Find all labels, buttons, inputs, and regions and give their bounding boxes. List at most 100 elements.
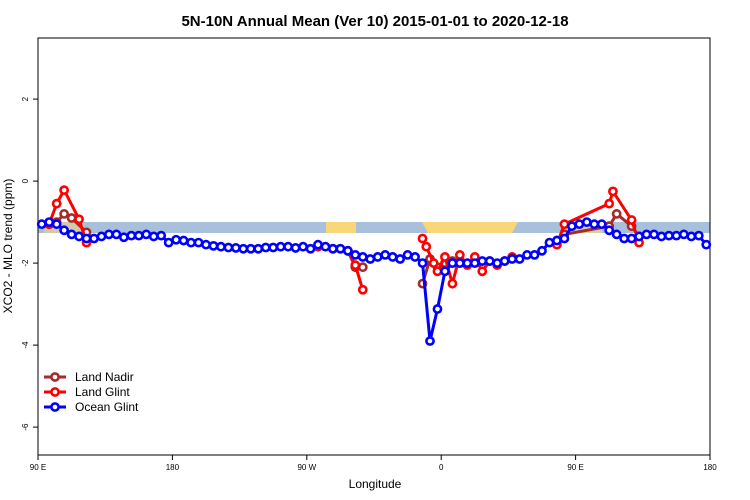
data-point [104,229,114,240]
data-point [328,243,338,254]
data-point [462,258,473,269]
data-point [634,231,644,242]
data-point [44,217,55,228]
legend-marker [50,372,60,382]
data-point [66,213,77,223]
data-point [701,239,712,250]
data-point [395,254,406,264]
data-point [238,243,249,254]
data-point [410,252,420,262]
data-point [544,237,555,248]
data-point [649,229,659,240]
data-point [402,250,413,260]
data-point [178,235,189,246]
data-point [141,229,152,240]
data-point [440,266,450,277]
data-point [552,235,562,246]
y-axis-label: XCO2 - MLO trend (ppm) [1,179,15,314]
data-point [163,237,174,248]
data-point [454,250,465,260]
data-point [432,266,443,277]
data-point [305,243,316,254]
data-point [492,258,503,269]
data-point [59,209,70,219]
data-point [186,237,196,248]
data-point [469,258,480,269]
data-point [245,243,256,254]
y-tick-label: -2 [21,259,30,267]
data-point [428,258,439,269]
data-point [313,239,323,250]
data-point [223,242,234,253]
ocean-strip [38,222,710,233]
data-point [417,233,428,244]
x-tick-label: 90 W [297,463,316,472]
data-point [342,245,353,256]
data-point [357,252,368,262]
data-point [148,231,159,242]
data-point [365,254,376,264]
data-point [66,229,77,240]
x-tick-label: 180 [166,463,180,472]
data-point [74,231,84,242]
data-point [432,304,443,314]
x-axis-label: Longitude [349,477,402,491]
data-point [537,245,547,256]
data-point [51,219,62,230]
data-point [96,231,107,242]
data-point [566,221,577,232]
land-strip [422,222,518,233]
data-point [260,242,271,253]
x-tick-label: 0 [439,463,444,472]
data-point [89,233,99,244]
data-point [350,260,361,271]
data-point [425,336,435,346]
data-point [171,234,182,245]
data-point [208,240,219,251]
data-point [678,229,689,240]
data-point [193,237,204,248]
data-point [477,256,488,266]
x-tick-label: 180 [703,463,717,472]
data-point [454,258,465,269]
data-point [387,252,398,262]
data-point [59,225,70,236]
data-point [275,241,286,252]
data-point [574,219,585,230]
chart-title: 5N-10N Annual Mean (Ver 10) 2015-01-01 t… [181,13,568,30]
data-point [118,232,129,243]
data-point [619,233,630,244]
data-point [51,198,62,209]
y-tick-label: 0 [21,178,30,183]
data-point [447,278,458,289]
legend-label: Ocean Glint [75,400,139,414]
data-point [608,186,618,197]
data-point [559,219,570,230]
data-point [201,239,211,250]
data-point [522,250,532,260]
series-line [41,220,708,342]
data-point [507,254,518,264]
data-point [290,243,301,253]
data-point [81,233,92,244]
data-point [230,243,241,253]
plot-frame [37,37,711,456]
data-point [484,256,495,266]
legend-label: Land Nadir [75,370,134,384]
data-point [298,241,308,252]
legend-marker [50,402,60,412]
data-point [357,284,368,295]
y-tick-label: -4 [21,341,30,349]
data-point [604,198,615,209]
data-point [581,217,592,228]
data-point [559,233,570,244]
data-point [477,266,488,277]
y-tick-label: -6 [21,423,30,431]
data-point [447,258,458,269]
data-point [529,250,540,260]
legend-label: Land Glint [75,385,130,399]
x-tick-label: 90 E [30,463,46,472]
legend-marker [50,387,60,397]
